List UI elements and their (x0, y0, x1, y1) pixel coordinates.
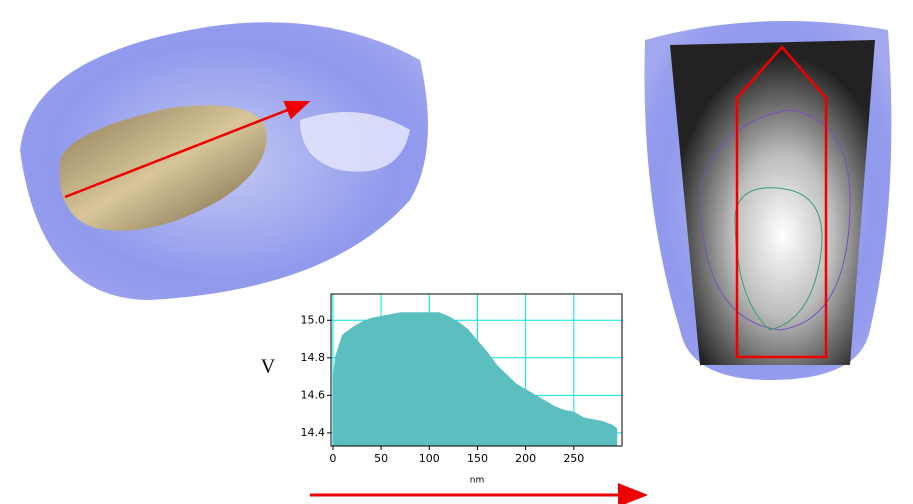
x-tick-label: 50 (374, 452, 388, 465)
volume-render-right (644, 21, 891, 380)
y-axis-label: V (261, 356, 276, 378)
area-fill (333, 313, 617, 446)
x-tick-label: 150 (467, 452, 488, 465)
x-tick-label: 100 (419, 452, 440, 465)
y-tick-label: 14.4 (301, 426, 326, 439)
page: V nm 14.4 14.6 14.8 15.0 0 50 100 150 200 250 (0, 0, 913, 504)
y-tick-label: 14.6 (301, 388, 326, 401)
y-tick-label: 15.0 (301, 313, 326, 326)
x-tick-label: 250 (563, 452, 584, 465)
x-tick-label: 200 (515, 452, 536, 465)
y-tick-label: 14.8 (301, 351, 326, 364)
volume-render-left (20, 22, 428, 300)
x-axis-label: nm (470, 476, 484, 486)
x-tick-label: 0 (329, 452, 336, 465)
